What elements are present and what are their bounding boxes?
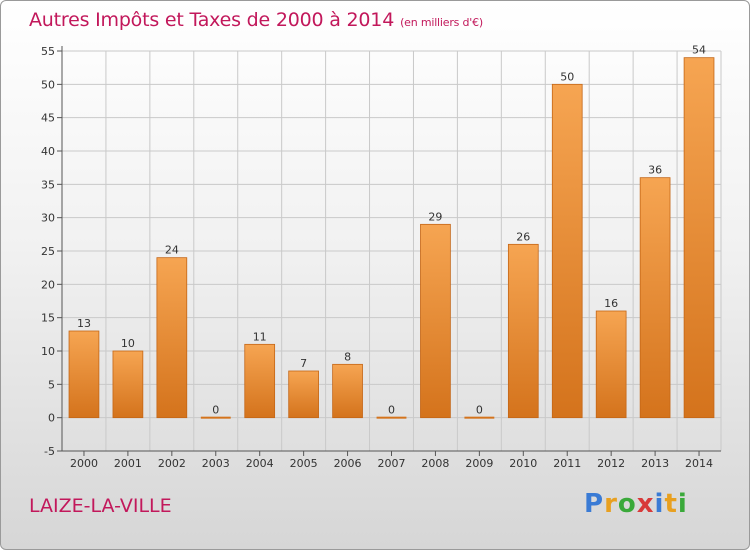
chart-title: Autres Impôts et Taxes de 2000 à 2014 (en… [29, 9, 483, 31]
data-labels: 13 10 24 0 11 7 8 0 29 0 26 50 16 36 54 [77, 44, 706, 417]
y-tick-label: 55 [41, 45, 55, 58]
x-tick-label-2014: 2014 [685, 457, 713, 470]
logo-letter: P [584, 489, 605, 519]
y-tick-label: 0 [48, 412, 55, 425]
x-tick-label-2008: 2008 [421, 457, 449, 470]
y-tick-label: 15 [41, 312, 55, 325]
y-tick-label: 30 [41, 212, 55, 225]
y-tick-label: 45 [41, 112, 55, 125]
chart-title-text: Autres Impôts et Taxes de 2000 à 2014 [29, 9, 395, 31]
x-tick-label-2000: 2000 [70, 457, 98, 470]
y-tick-label: 25 [41, 245, 55, 258]
data-label-2002: 24 [165, 244, 179, 257]
y-tick-label: 20 [41, 278, 55, 291]
y-tick-label: 10 [41, 345, 55, 358]
x-tick-label-2006: 2006 [334, 457, 362, 470]
bar-2002 [156, 257, 188, 419]
y-tick-label: 40 [41, 145, 55, 158]
y-tick-label: -5 [44, 445, 55, 458]
proxiti-logo: Proxiti [584, 489, 688, 519]
bar-2003 [200, 416, 231, 419]
x-tick-label-2001: 2001 [114, 457, 142, 470]
data-label-2007: 0 [388, 404, 395, 417]
bar-2001 [112, 350, 144, 419]
data-label-2005: 7 [300, 357, 307, 370]
y-tick-label: 5 [48, 378, 55, 391]
bar-2014 [683, 57, 715, 419]
chart-unit: (en milliers d'€) [400, 16, 483, 29]
bar-2011 [551, 83, 583, 419]
x-tick-label-2004: 2004 [246, 457, 274, 470]
x-tick-label-2007: 2007 [378, 457, 406, 470]
logo-letter: r [604, 489, 618, 519]
data-label-2001: 10 [121, 337, 135, 350]
data-label-2010: 26 [516, 230, 530, 243]
y-tick-label: 50 [41, 78, 55, 91]
x-tick-label-2012: 2012 [597, 457, 625, 470]
commune-name: LAIZE-LA-VILLE [29, 495, 172, 517]
x-tick-label-2002: 2002 [158, 457, 186, 470]
data-label-2012: 16 [604, 297, 618, 310]
logo-letter: o [617, 489, 637, 519]
axes: -5 0 5 10 15 20 25 30 35 40 45 50 55 2000 2001 2002 2003… [41, 45, 721, 470]
bar-2006 [332, 363, 363, 419]
data-label-2014: 54 [692, 44, 706, 57]
data-label-2006: 8 [344, 350, 351, 363]
data-label-2009: 0 [476, 404, 483, 417]
bar-2012 [595, 310, 627, 419]
y-tick-label: 35 [41, 178, 55, 191]
logo-letter: x [636, 489, 655, 519]
data-label-2004: 11 [253, 330, 267, 343]
x-tick-label-2009: 2009 [465, 457, 493, 470]
bar-2009 [464, 416, 495, 419]
x-tick-label-2013: 2013 [641, 457, 669, 470]
data-label-2011: 50 [560, 70, 574, 83]
bar-2004 [244, 343, 276, 419]
logo-letter: i [654, 489, 665, 519]
bar-2005 [288, 370, 319, 419]
logo-letter: i [677, 489, 688, 519]
bar-2013 [639, 177, 671, 419]
x-tick-label-2003: 2003 [202, 457, 230, 470]
x-tick-label-2011: 2011 [553, 457, 581, 470]
data-label-2008: 29 [428, 210, 442, 223]
bar-2007 [376, 416, 407, 419]
bar-2008 [420, 223, 451, 419]
x-tick-label-2010: 2010 [509, 457, 537, 470]
x-tick-label-2005: 2005 [290, 457, 318, 470]
bars [68, 57, 715, 419]
data-label-2000: 13 [77, 317, 91, 330]
bar-2010 [507, 243, 539, 419]
logo-letter: t [664, 489, 678, 519]
bar-2000 [68, 330, 100, 419]
data-label-2003: 0 [212, 404, 219, 417]
data-label-2013: 36 [648, 164, 662, 177]
